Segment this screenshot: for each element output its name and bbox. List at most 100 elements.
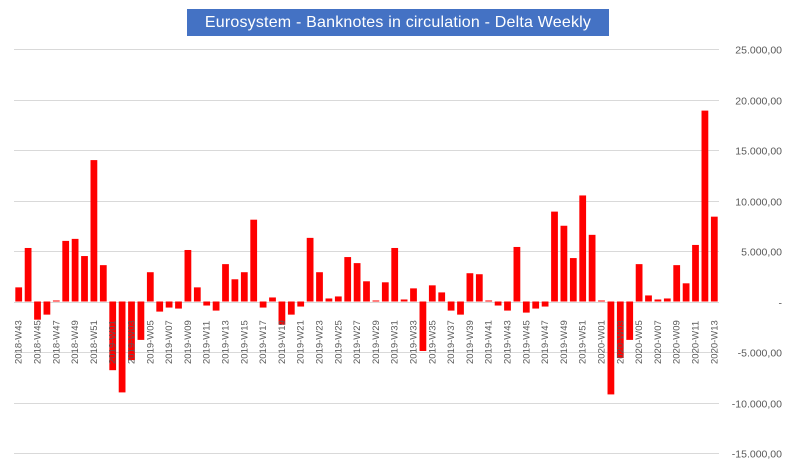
- x-tick-label: 2019-W21: [296, 320, 307, 364]
- x-tick-label: 2019-W41: [484, 320, 495, 364]
- bar: [560, 225, 568, 302]
- x-tick-label: 2019-W13: [221, 320, 232, 364]
- bar: [175, 301, 182, 309]
- bar: [682, 283, 690, 302]
- bar: [128, 301, 135, 361]
- bar: [494, 301, 502, 306]
- bar: [588, 234, 596, 302]
- bar: [701, 110, 709, 302]
- bar: [428, 285, 436, 302]
- bar: [316, 272, 323, 302]
- y-tick-label: -15.000,00: [732, 449, 782, 461]
- bar: [626, 301, 634, 340]
- bar: [222, 264, 229, 302]
- x-tick-label: 2019-W25: [333, 320, 344, 364]
- bar: [391, 247, 399, 302]
- bar: [62, 240, 70, 302]
- bar: [344, 257, 352, 302]
- bar: [363, 281, 370, 302]
- x-tick-label: 2020-W01: [597, 320, 608, 364]
- bar: [34, 301, 41, 320]
- bar: [231, 279, 239, 302]
- bar: [15, 287, 23, 302]
- chart-title: Eurosystem - Banknotes in circulation - …: [187, 9, 609, 36]
- x-tick-label: 2020-W11: [691, 321, 702, 364]
- x-tick-label: 2020-W05: [634, 320, 645, 364]
- y-tick-label: 25.000,00: [735, 45, 782, 57]
- x-tick-label: 2019-W01: [108, 320, 119, 364]
- x-tick-label: 2020-W09: [672, 320, 683, 364]
- bar: [156, 301, 164, 312]
- x-tick-label: 2019-W45: [521, 320, 532, 364]
- bar: [250, 219, 258, 302]
- x-tick-label: 2019-W37: [446, 320, 457, 364]
- bar: [52, 300, 60, 302]
- x-tick-label: 2018-W49: [70, 320, 81, 364]
- bar: [90, 160, 98, 302]
- bar: [513, 246, 521, 302]
- bar: [372, 300, 380, 302]
- bar: [193, 287, 201, 302]
- bar: [81, 256, 88, 302]
- x-tick-label: 2020-W07: [653, 320, 664, 364]
- x-tick-label: 2019-W33: [409, 320, 420, 364]
- bar: [400, 299, 408, 302]
- x-tick-label: 2019-W39: [465, 320, 476, 364]
- bar: [447, 301, 455, 311]
- bar: [541, 301, 549, 307]
- bar: [616, 301, 624, 359]
- bar: [475, 274, 483, 302]
- bar: [504, 301, 511, 311]
- bar: [381, 282, 389, 302]
- bar: [410, 288, 417, 302]
- bar: [692, 244, 699, 302]
- y-tick-label: -5.000,00: [738, 348, 783, 360]
- x-tick-label: 2019-W29: [371, 320, 382, 364]
- x-tick-label: 2018-W43: [14, 320, 25, 364]
- y-tick-label: 15.000,00: [735, 146, 782, 158]
- x-tick-label: 2018-W51: [89, 320, 100, 364]
- bar: [635, 264, 643, 302]
- bar: [24, 247, 32, 302]
- bar: [297, 301, 305, 307]
- x-tick-label: 2020-W13: [709, 320, 720, 364]
- bar: [551, 211, 558, 302]
- bar: [532, 301, 540, 309]
- y-tick-label: 10.000,00: [735, 197, 782, 209]
- x-tick-label: 2019-W43: [503, 320, 514, 364]
- x-tick-label: 2018-W45: [33, 320, 44, 364]
- x-tick-label: 2019-W27: [352, 320, 363, 364]
- bar: [203, 301, 211, 306]
- y-tick-label: 20.000,00: [735, 96, 782, 108]
- x-tick-label: 2019-W17: [258, 320, 269, 364]
- bar: [99, 265, 107, 302]
- bar: [457, 301, 464, 315]
- bar: [334, 296, 342, 302]
- bar: [137, 301, 145, 340]
- bar: [654, 299, 662, 302]
- bar: [306, 237, 314, 302]
- bar: [353, 263, 361, 302]
- bar: [212, 301, 220, 311]
- bar: [419, 301, 427, 351]
- x-tick-label: 2019-W47: [540, 320, 551, 364]
- x-tick-label: 2018-W47: [51, 320, 62, 364]
- bar: [269, 297, 276, 302]
- bar: [43, 301, 51, 315]
- x-tick-label: 2019-W09: [183, 320, 194, 364]
- y-tick-label: 5.000,00: [741, 247, 782, 259]
- bar: [466, 273, 474, 302]
- bar: [259, 301, 267, 308]
- bar: [522, 301, 530, 313]
- x-tick-label: 2019-W07: [164, 320, 175, 364]
- x-tick-label: 2019-W31: [390, 320, 401, 364]
- x-tick-label: 2019-W03: [127, 320, 138, 364]
- bar: [240, 272, 248, 302]
- bar: [673, 265, 681, 302]
- x-tick-label: 2019-W49: [559, 320, 570, 364]
- x-tick-label: 2019-W15: [239, 320, 250, 364]
- bar: [109, 301, 117, 371]
- bar: [598, 300, 605, 302]
